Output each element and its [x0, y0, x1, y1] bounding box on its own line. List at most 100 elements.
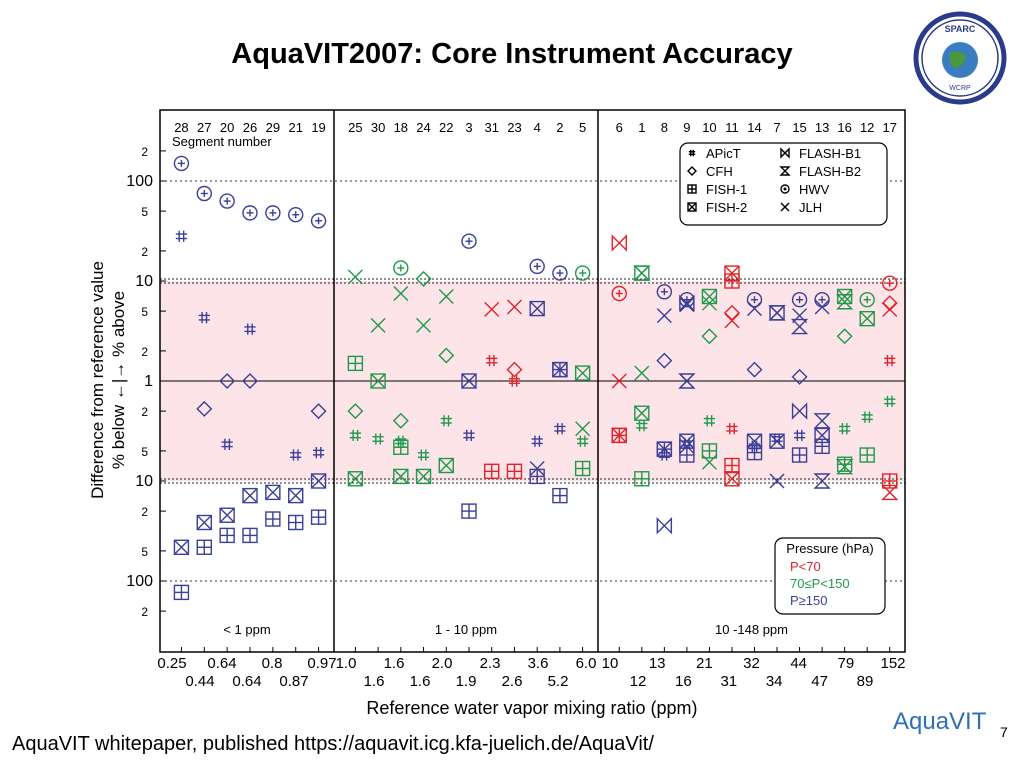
- data-point: [508, 375, 521, 387]
- data-point: [529, 468, 545, 485]
- segment-number: 23: [507, 120, 521, 135]
- data-point: [392, 412, 409, 429]
- data-point: [347, 403, 364, 420]
- data-point: [703, 415, 716, 427]
- x-tick-label: 1.6: [364, 673, 385, 690]
- y-axis-sublabel: % below ←|→ % above: [109, 291, 128, 469]
- data-point: [438, 457, 454, 474]
- segment-number: 2: [556, 120, 563, 135]
- data-point: [656, 284, 673, 300]
- data-point: [529, 258, 545, 275]
- data-point: [438, 288, 454, 304]
- data-point: [486, 354, 498, 367]
- x-tick-label: 10: [602, 655, 619, 672]
- data-point: [701, 443, 718, 459]
- legend-label: CFH: [706, 164, 733, 179]
- data-point: [393, 285, 409, 301]
- data-point: [395, 435, 407, 447]
- data-point: [793, 429, 806, 442]
- x-tick-label: 1.6: [384, 655, 405, 672]
- pressure-legend-title: Pressure (hPa): [786, 541, 873, 556]
- y-tick-label: 10: [135, 273, 153, 290]
- data-point: [791, 368, 808, 385]
- y-tick-label: 5: [141, 305, 148, 319]
- data-point: [417, 449, 430, 461]
- data-point: [196, 539, 212, 555]
- legend-label: FLASH-B1: [799, 146, 861, 161]
- y-tick-label: 2: [141, 345, 148, 359]
- data-point: [554, 423, 566, 435]
- data-point: [347, 355, 364, 372]
- data-point: [461, 233, 477, 249]
- x-tick-label: 1.6: [410, 673, 431, 690]
- legend-item: FLASH-B2: [779, 164, 861, 179]
- y-tick-label: 2: [141, 405, 148, 419]
- x-tick-label: 0.25: [157, 655, 186, 672]
- data-point: [575, 421, 591, 437]
- x-tick-label: 32: [743, 655, 760, 672]
- x-tick-label: 79: [837, 655, 854, 672]
- data-point: [771, 433, 783, 445]
- segment-number: 27: [197, 120, 211, 135]
- x-tick-label: 0.8: [262, 655, 283, 672]
- data-point: [790, 318, 809, 335]
- segment-number: 16: [837, 120, 851, 135]
- data-point: [440, 415, 452, 427]
- pressure-legend-item: P<70: [790, 559, 821, 574]
- data-point: [219, 527, 235, 544]
- data-point: [242, 205, 258, 221]
- data-point: [724, 457, 740, 474]
- x-tick-label: 31: [720, 673, 737, 690]
- data-point: [633, 265, 651, 281]
- legend-item: HWV: [780, 182, 830, 197]
- data-point: [288, 207, 304, 223]
- data-point: [679, 294, 695, 312]
- x-tick-label: 1.9: [456, 673, 477, 690]
- data-point: [221, 438, 233, 450]
- panel-range-label: 1 - 10 ppm: [435, 622, 497, 637]
- x-tick-label: 2.0: [432, 655, 453, 672]
- segment-number: 20: [220, 120, 234, 135]
- sparc-logo-subtext: WCRP: [949, 85, 971, 92]
- data-point: [393, 468, 409, 485]
- data-point: [791, 292, 808, 308]
- panel-range-label: 10 -148 ppm: [715, 622, 788, 637]
- x-tick-label: 47: [811, 673, 828, 690]
- legend-label: FISH-2: [706, 200, 747, 215]
- data-point: [884, 354, 896, 367]
- data-point: [438, 347, 455, 364]
- pressure-legend: [774, 537, 886, 615]
- x-tick-label: 0.64: [232, 673, 261, 690]
- data-point: [312, 447, 325, 459]
- sparc-logo-text: SPARC: [945, 24, 976, 34]
- y-tick-label: 5: [141, 545, 148, 559]
- y-tick-label: 2: [141, 505, 148, 519]
- legend-item: FLASH-B1: [780, 146, 861, 161]
- data-point: [310, 473, 327, 489]
- data-point: [461, 503, 477, 519]
- segment-number: 13: [815, 120, 829, 135]
- data-point: [574, 460, 591, 477]
- x-tick-label: 12: [630, 673, 647, 690]
- sparc-logo: SPARC WCRP: [913, 11, 1007, 105]
- legend-label: APicT: [706, 146, 741, 161]
- segment-number: 31: [484, 120, 498, 135]
- data-point: [552, 265, 568, 281]
- data-point: [791, 447, 808, 463]
- data-point: [679, 297, 695, 313]
- data-point: [393, 260, 409, 276]
- data-point: [835, 294, 854, 310]
- data-point: [415, 270, 432, 287]
- x-tick-label: 0.44: [185, 673, 214, 690]
- data-point: [370, 373, 386, 389]
- data-point: [656, 441, 673, 457]
- data-point: [529, 461, 545, 477]
- data-point: [814, 299, 830, 315]
- data-point: [859, 292, 875, 308]
- y-tick-label: 2: [141, 605, 148, 619]
- data-point: [656, 308, 672, 324]
- x-tick-label: 152: [880, 655, 905, 672]
- pressure-legend-item: 70≤P<150: [790, 576, 850, 591]
- legend-item: CFH: [687, 164, 733, 179]
- data-point: [484, 463, 500, 480]
